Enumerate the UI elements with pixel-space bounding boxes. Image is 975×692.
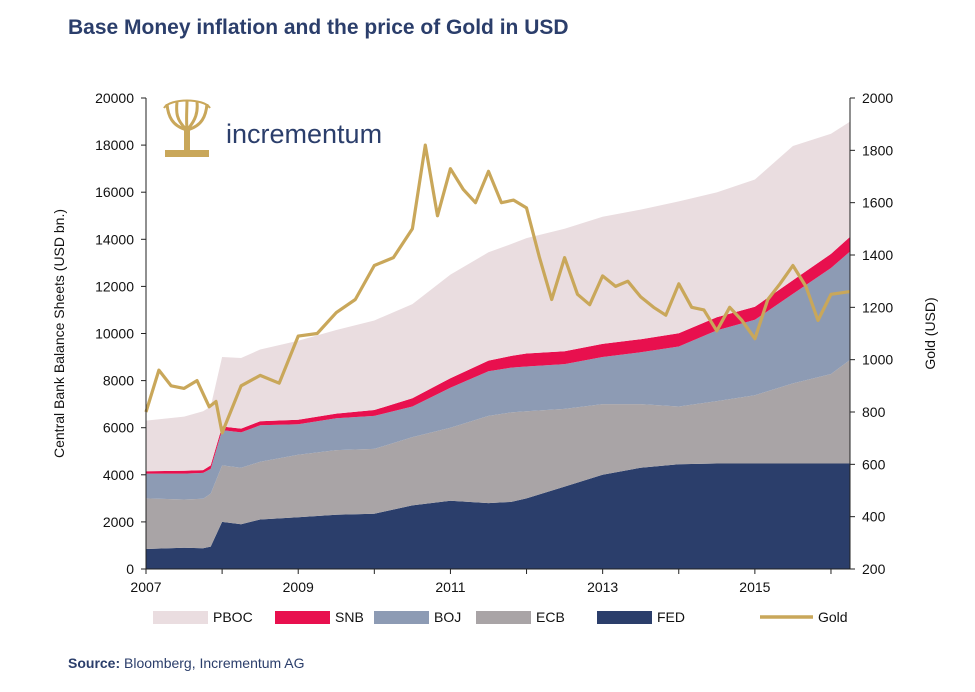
area-ecb [146, 359, 850, 549]
legend-swatch-fed [597, 611, 652, 624]
x-tick-label: 2011 [435, 579, 465, 595]
y-left-tick-label: 20000 [95, 90, 134, 106]
y-right-tick-label: 1600 [862, 195, 893, 211]
y-left-tick-label: 12000 [95, 278, 134, 294]
y-left-tick-label: 16000 [95, 184, 134, 200]
y-left-tick-label: 4000 [103, 467, 134, 483]
tree-icon [163, 99, 211, 157]
y-right-tick-label: 1200 [862, 299, 893, 315]
y-right-tick-label: 600 [862, 456, 886, 472]
axes: 0 2000 4000 6000 8000 10000 12000 14000 16000 180… [51, 90, 938, 595]
area-pboc [146, 121, 850, 472]
y-left-tick-label: 0 [126, 561, 134, 577]
x-tick-label: 2013 [587, 579, 618, 595]
logo-text: incrementum [226, 119, 382, 149]
y-right-tick-label: 800 [862, 404, 886, 420]
y-right-tick-label: 2000 [862, 90, 893, 106]
chart-title: Base Money inflation and the price of Go… [68, 16, 569, 39]
incrementum-logo: incrementum [163, 99, 382, 157]
y-left-tick-label: 6000 [103, 420, 134, 436]
legend-swatch-pboc [153, 611, 208, 624]
source-text: Bloomberg, Incrementum AG [120, 655, 305, 671]
y-left-tick-label: 10000 [95, 326, 134, 342]
legend-swatch-ecb [476, 611, 531, 624]
legend-label-snb: SNB [335, 609, 364, 625]
x-tick-label: 2009 [283, 579, 314, 595]
source-label: Source: [68, 655, 121, 671]
gold-line-layer [144, 143, 851, 435]
area-fed [146, 463, 850, 569]
y-left-axis-title: Central Bank Balance Sheets (USD bn.) [51, 209, 67, 458]
source-line: Source: Bloomberg, Incrementum AG [68, 655, 305, 671]
legend-swatch-snb [275, 611, 330, 624]
y-right-axis-title: Gold (USD) [922, 297, 938, 369]
x-tick-label: 2015 [739, 579, 770, 595]
line-gold [144, 143, 851, 435]
y-left-tick-label: 2000 [103, 514, 134, 530]
y-left-tick-label: 8000 [103, 373, 134, 389]
y-right-tick-label: 1400 [862, 247, 893, 263]
area-boj [146, 251, 850, 500]
stacked-areas [146, 121, 850, 569]
y-right-tick-label: 1000 [862, 352, 893, 368]
y-right-tick-label: 200 [862, 561, 886, 577]
y-right-tick-label: 1800 [862, 142, 893, 158]
y-right-tick-label: 400 [862, 509, 886, 525]
legend-label-boj: BOJ [434, 609, 461, 625]
legend-label-pboc: PBOC [213, 609, 253, 625]
legend-swatch-boj [374, 611, 429, 624]
x-tick-label: 2007 [130, 579, 161, 595]
y-left-tick-label: 18000 [95, 137, 134, 153]
legend-label-gold: Gold [818, 609, 848, 625]
legend-label-fed: FED [657, 609, 685, 625]
legend-label-ecb: ECB [536, 609, 565, 625]
legend: PBOC SNB BOJ ECB FED Gold [153, 609, 848, 625]
y-left-tick-label: 14000 [95, 231, 134, 247]
